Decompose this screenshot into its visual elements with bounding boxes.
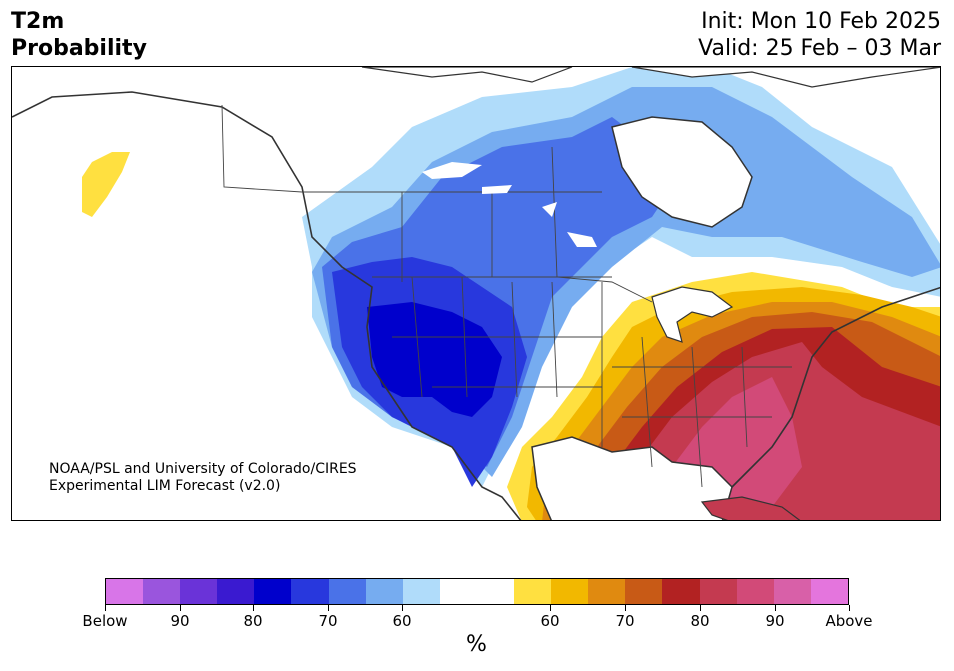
- credits-line2: Experimental LIM Forecast (v2.0): [49, 478, 281, 494]
- colorbar-tick-mark: [180, 605, 181, 611]
- great-lakes: [651, 286, 734, 343]
- gulf-of-mexico: [531, 436, 733, 520]
- political-borders: [221, 104, 792, 488]
- colorbar-tick-mark: [402, 605, 403, 611]
- colorbar-swatch: [662, 579, 700, 604]
- colorbar-swatch: [699, 579, 737, 604]
- colorbar-tick-mark: [625, 605, 626, 611]
- colorbar-tick-mark: [105, 605, 106, 611]
- colorbar: [105, 578, 849, 605]
- colorbar-tick-label: 70: [318, 612, 338, 630]
- map-title: T2m Probability: [11, 8, 147, 62]
- colorbar-swatch: [143, 579, 181, 604]
- colorbar-swatch: [328, 579, 366, 604]
- colorbar-swatch: [439, 579, 477, 604]
- colorbar-tick-mark: [775, 605, 776, 611]
- map-panel: [11, 66, 941, 521]
- colorbar-tick-mark: [328, 605, 329, 611]
- arctic-islands: [361, 67, 940, 88]
- valid-date: Valid: 25 Feb – 03 Mar: [698, 36, 941, 61]
- colorbar-tick-label: 60: [540, 612, 560, 630]
- colorbar-swatch: [551, 579, 589, 604]
- colorbar-tick-label: 70: [615, 612, 635, 630]
- colorbar-tick-label: 60: [392, 612, 412, 630]
- colorbar-swatch: [106, 579, 144, 604]
- credits: NOAA/PSL and University of Colorado/CIRE…: [49, 461, 357, 495]
- map-title-line1: T2m: [11, 9, 65, 34]
- hudson-bay: [611, 116, 753, 228]
- cuba: [700, 496, 801, 520]
- colorbar-swatch: [291, 579, 329, 604]
- colorbar-swatch: [736, 579, 774, 604]
- colorbar-tick-label: 80: [690, 612, 710, 630]
- colorbar-swatch: [773, 579, 811, 604]
- colorbar-swatch: [514, 579, 552, 604]
- colorbar-tick-mark: [700, 605, 701, 611]
- colorbar-swatch: [625, 579, 663, 604]
- alaska-warm-patch: [82, 152, 130, 217]
- coastline: [12, 91, 522, 520]
- colorbar-swatch: [402, 579, 440, 604]
- colorbar-tick-label: 90: [170, 612, 190, 630]
- credits-line1: NOAA/PSL and University of Colorado/CIRE…: [49, 461, 357, 477]
- colorbar-swatch: [810, 579, 848, 604]
- colorbar-tick-label: 80: [243, 612, 263, 630]
- forecast-dates: Init: Mon 10 Feb 2025 Valid: 25 Feb – 03…: [698, 8, 941, 62]
- colorbar-tick-label: Below: [82, 612, 128, 630]
- colorbar-swatch: [217, 579, 255, 604]
- colorbar-swatch: [476, 579, 515, 604]
- colorbar-swatch: [254, 579, 292, 604]
- init-date: Init: Mon 10 Feb 2025: [701, 9, 941, 34]
- colorbar-tick-label: Above: [825, 612, 873, 630]
- north-america-map: [12, 67, 940, 520]
- colorbar-unit: %: [466, 632, 487, 657]
- colorbar-swatch: [588, 579, 626, 604]
- colorbar-swatch: [180, 579, 218, 604]
- map-title-line2: Probability: [11, 36, 147, 61]
- colorbar-tick-mark: [550, 605, 551, 611]
- colorbar-tick-label: 90: [765, 612, 785, 630]
- colorbar-tick-mark: [253, 605, 254, 611]
- colorbar-swatch: [365, 579, 403, 604]
- coastline-east: [731, 286, 940, 488]
- cold-strong-region: [367, 302, 502, 417]
- colorbar-tick-mark: [849, 605, 850, 611]
- canadian-lakes: [422, 162, 597, 247]
